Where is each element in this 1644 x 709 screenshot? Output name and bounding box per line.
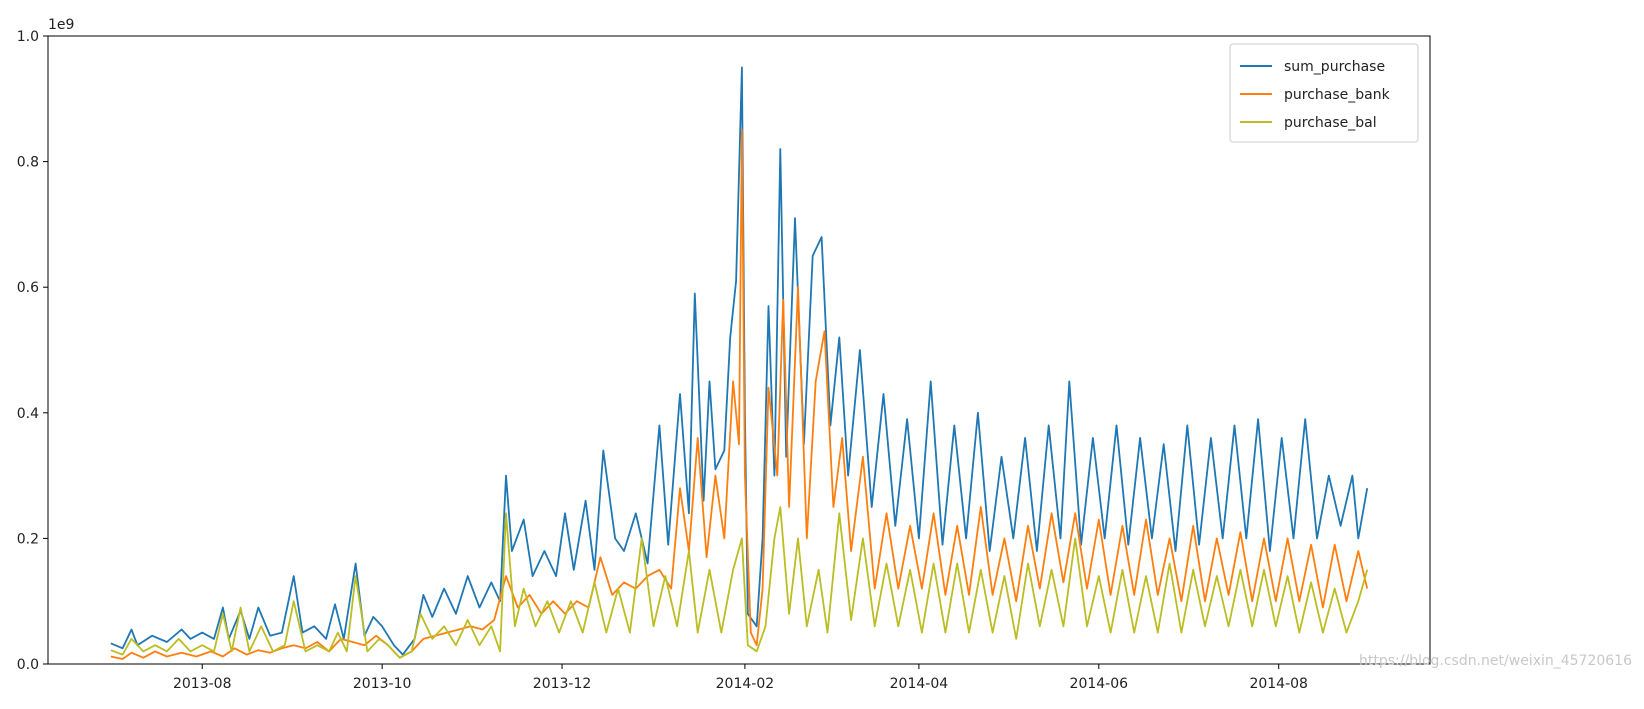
x-tick-label: 2013-10: [353, 676, 412, 692]
legend-box: [1229, 43, 1419, 143]
watermark: https://blog.csdn.net/weixin_45720616: [1358, 653, 1632, 669]
plot-frame: [47, 35, 1431, 665]
legend: sum_purchase purchase_bank purchase_bal: [1229, 43, 1419, 143]
series-layer: [110, 66, 1369, 660]
series-line-purchase-bank: [110, 129, 1369, 660]
series-line-sum-purchase: [110, 66, 1369, 656]
x-tick-label: 2013-08: [173, 676, 232, 692]
x-tick-label: 2014-08: [1249, 676, 1308, 692]
y-offset-label: 1e9: [48, 17, 74, 33]
x-tick-label: 2014-04: [890, 676, 949, 692]
y-tick-label: 0.6: [17, 280, 39, 296]
y-tick-label: 0.4: [17, 406, 39, 422]
x-tick-label: 2013-12: [533, 676, 592, 692]
axes: 0.0 0.2 0.4 0.6 0.8 1.0 1e9 2013-08 2013-10 2013-…: [17, 17, 1431, 692]
y-tick-label: 0.2: [17, 531, 39, 547]
series-line-purchase-bal: [110, 506, 1369, 659]
y-tick-label: 0.0: [17, 657, 39, 673]
y-tick-label: 1.0: [17, 29, 39, 45]
legend-label: purchase_bal: [1284, 115, 1377, 131]
x-tick-label: 2014-02: [716, 676, 775, 692]
x-tick-label: 2014-06: [1070, 676, 1129, 692]
legend-label: sum_purchase: [1284, 59, 1385, 75]
legend-label: purchase_bank: [1284, 87, 1391, 103]
y-tick-label: 0.8: [17, 155, 39, 171]
